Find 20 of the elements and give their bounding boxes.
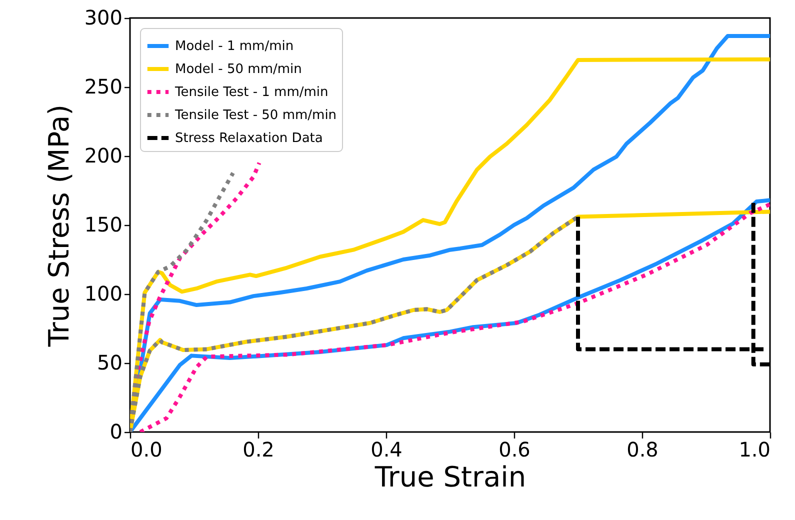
x-tick-label: 1.0 xyxy=(738,438,770,462)
x-tick-label: 0.2 xyxy=(242,438,274,462)
x-tick-label: 0.0 xyxy=(130,438,162,462)
legend-label: Model - 50 mm/min xyxy=(175,62,302,77)
legend-label: Model - 1 mm/min xyxy=(175,39,294,54)
y-tick-label: 100 xyxy=(84,282,122,306)
x-axis-title: True Strain xyxy=(374,460,526,494)
legend-label: Tensile Test - 1 mm/min xyxy=(174,85,328,100)
y-tick-label: 250 xyxy=(84,74,122,98)
y-tick-label: 150 xyxy=(84,212,122,236)
x-tick-label: 0.4 xyxy=(370,438,402,462)
y-tick-label: 0 xyxy=(110,420,122,444)
y-tick-label: 300 xyxy=(84,6,122,30)
legend-label: Stress Relaxation Data xyxy=(175,131,323,146)
x-tick-label: 0.8 xyxy=(626,438,658,462)
y-tick-label: 200 xyxy=(84,144,122,168)
y-axis-title: True Stress (MPa) xyxy=(42,104,76,348)
legend-label: Tensile Test - 50 mm/min xyxy=(174,108,337,123)
y-tick-label: 50 xyxy=(97,350,122,374)
x-tick-label: 0.6 xyxy=(498,438,530,462)
